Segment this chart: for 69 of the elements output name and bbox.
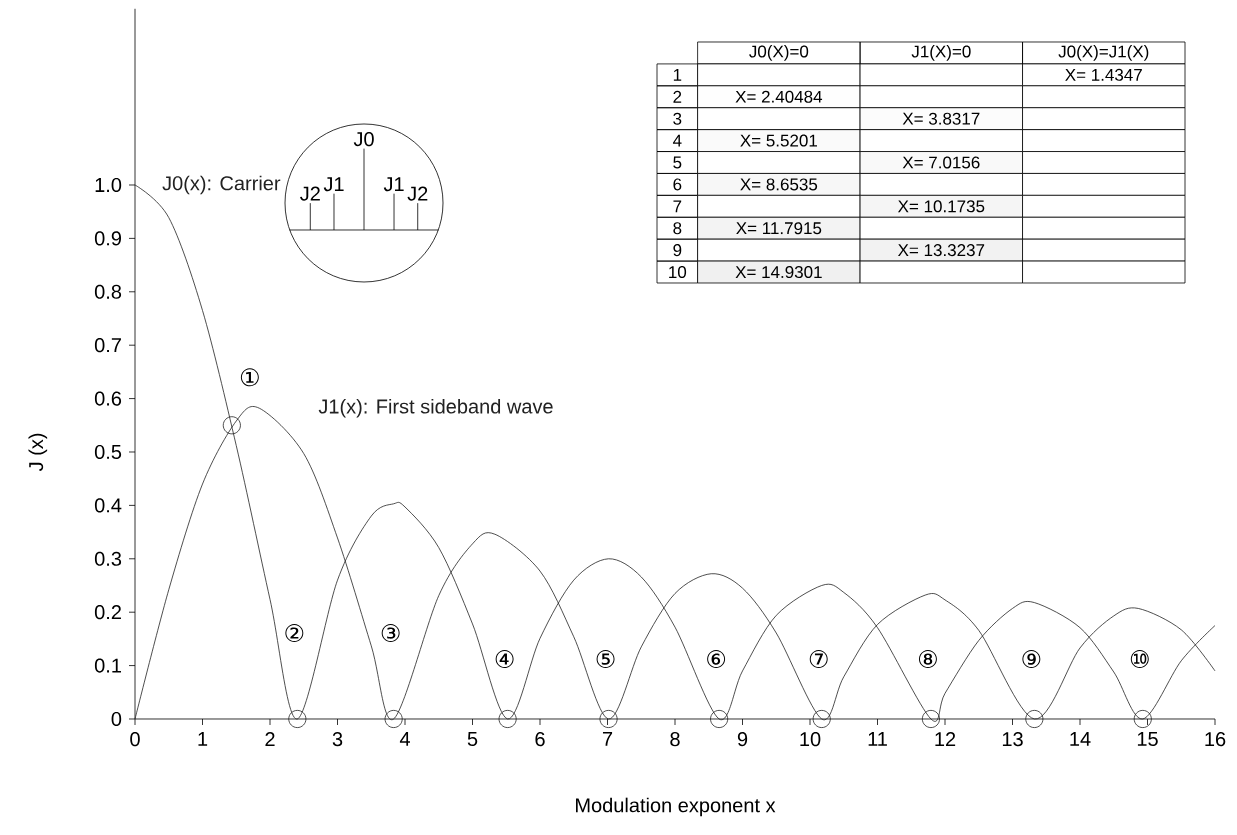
annotation: ③: [381, 624, 400, 642]
annotation: J2: [407, 186, 428, 201]
data-label: X= 13.3237: [897, 244, 985, 257]
x-tick-label: 2: [265, 732, 275, 747]
y-tick-label: 0.9: [94, 231, 122, 246]
series-label: J0(x): Carrier: [162, 175, 281, 195]
x-tick-label: 14: [1070, 732, 1091, 746]
x-tick-label: 12: [935, 732, 956, 747]
data-label: X= 1.4347: [1065, 68, 1142, 81]
x-tick-label: 3: [332, 732, 343, 747]
annotation: ⑨: [1022, 650, 1041, 668]
y-axis-title: J (x): [28, 433, 48, 472]
x-tick-label: 0: [130, 732, 140, 747]
y-tick-label: 0.7: [94, 338, 121, 353]
x-tick-label: 7: [602, 732, 613, 746]
annotation: ②: [285, 624, 304, 642]
data-label: X= 3.8317: [902, 112, 980, 125]
data-label: X= 7.0156: [902, 156, 980, 169]
y-tick-label: 0.3: [94, 551, 122, 566]
y-tick-label: 9: [673, 244, 682, 257]
y-tick-label: 0.4: [94, 498, 122, 513]
x-tick-label: 4: [399, 732, 410, 746]
x-tick-label: 1: [198, 732, 208, 746]
data-label: X= 10.1735: [897, 200, 985, 213]
x-tick-label: J0(X)=J1(X): [1058, 45, 1149, 61]
data-label: X= 11.7915: [736, 222, 822, 235]
data-label: X= 8.6535: [740, 178, 818, 191]
x-tick-label: 5: [467, 732, 478, 746]
annotation: ④: [495, 650, 514, 668]
annotation: J1: [383, 177, 404, 192]
annotation: J0: [353, 132, 374, 147]
y-tick-label: 8: [673, 222, 682, 235]
y-tick-label: 5: [673, 156, 682, 169]
y-tick-label: 0.8: [94, 284, 122, 299]
annotation: J1: [323, 177, 344, 192]
x-tick-label: J0(X)=0: [749, 45, 809, 61]
annotation: ⑥: [707, 650, 726, 668]
x-axis-title: Modulation exponent x: [576, 797, 776, 817]
data-label: X= 2.40484: [735, 90, 823, 103]
y-tick-label: 0.1: [94, 658, 121, 673]
annotation: J2: [300, 186, 320, 201]
annotation: ⑩: [1130, 650, 1149, 668]
y-tick-label: 0.2: [94, 605, 121, 620]
y-tick-label: 3: [673, 112, 682, 125]
x-tick-label: 16: [1205, 732, 1226, 747]
annotation: ①: [240, 368, 259, 387]
data-label: X= 5.5201: [740, 134, 817, 147]
x-tick-label: J1(X)=0: [911, 45, 971, 61]
y-tick-label: 0.6: [94, 391, 122, 406]
y-tick-label: 2: [673, 90, 682, 103]
x-tick-label: 6: [535, 732, 545, 747]
y-tick-label: 7: [673, 200, 682, 213]
series-label: J1(x): First sideband wave: [318, 398, 553, 418]
annotation: ⑧: [918, 650, 937, 668]
x-tick-label: 10: [800, 732, 821, 747]
y-tick-label: 0.5: [94, 444, 122, 460]
x-tick-label: 13: [1002, 732, 1023, 747]
x-tick-label: 15: [1137, 732, 1158, 746]
y-tick-label: 0: [111, 711, 122, 727]
annotation: ⑦: [809, 650, 828, 668]
y-tick-label: 6: [673, 178, 682, 191]
y-tick-label: 1: [673, 69, 682, 81]
y-tick-label: 1.0: [95, 177, 122, 193]
x-tick-label: 11: [868, 732, 887, 746]
y-tick-label: 4: [672, 134, 682, 147]
data-label: X= 14.9301: [735, 266, 822, 279]
y-tick-label: 10: [669, 266, 687, 279]
annotation: ⑤: [596, 650, 615, 668]
x-tick-label: 9: [737, 732, 748, 747]
